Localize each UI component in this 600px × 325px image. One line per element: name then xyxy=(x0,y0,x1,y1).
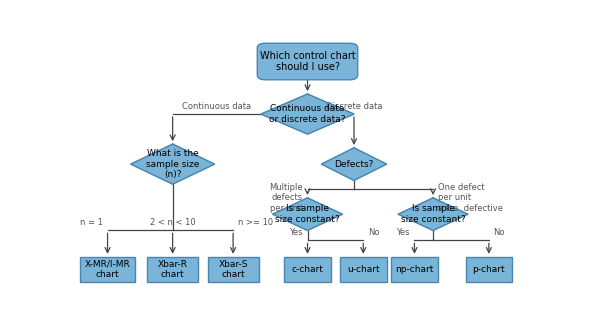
Polygon shape xyxy=(272,198,343,230)
Bar xyxy=(284,257,331,282)
Text: Multiple
defects
per unit: Multiple defects per unit xyxy=(269,183,303,213)
Text: Is sample
size constant?: Is sample size constant? xyxy=(401,204,466,224)
Text: Xbar-R
chart: Xbar-R chart xyxy=(158,260,188,279)
Text: X-MR/I-MR
chart: X-MR/I-MR chart xyxy=(85,260,130,279)
Text: Defects?: Defects? xyxy=(334,160,374,169)
FancyBboxPatch shape xyxy=(257,43,358,80)
Polygon shape xyxy=(398,198,468,230)
Polygon shape xyxy=(131,144,215,184)
Text: Xbar-S
chart: Xbar-S chart xyxy=(218,260,248,279)
Text: Continuous data
or discrete data?: Continuous data or discrete data? xyxy=(269,104,346,124)
Bar xyxy=(208,257,259,282)
Text: n >= 10: n >= 10 xyxy=(238,218,273,227)
Bar xyxy=(80,257,136,282)
Text: Yes: Yes xyxy=(289,228,303,238)
Bar xyxy=(340,257,386,282)
Polygon shape xyxy=(322,148,386,180)
Text: Continuous data: Continuous data xyxy=(182,102,251,111)
Text: np-chart: np-chart xyxy=(395,265,434,274)
Text: c-chart: c-chart xyxy=(292,265,323,274)
Bar xyxy=(147,257,198,282)
Text: u-chart: u-chart xyxy=(347,265,380,274)
Text: Discrete data: Discrete data xyxy=(326,102,382,111)
Bar xyxy=(391,257,438,282)
Bar xyxy=(466,257,512,282)
Text: What is the
sample size
(n)?: What is the sample size (n)? xyxy=(146,149,199,179)
Text: Which control chart
should I use?: Which control chart should I use? xyxy=(260,51,355,72)
Text: n = 1: n = 1 xyxy=(80,218,103,227)
Text: One defect
per unit
a.k.a. defective: One defect per unit a.k.a. defective xyxy=(438,183,503,213)
Text: Is sample
size constant?: Is sample size constant? xyxy=(275,204,340,224)
Text: No: No xyxy=(368,228,379,238)
Text: No: No xyxy=(493,228,505,238)
Text: p-chart: p-chart xyxy=(473,265,505,274)
Text: 2 < n < 10: 2 < n < 10 xyxy=(150,218,196,227)
Polygon shape xyxy=(261,94,354,134)
Text: Yes: Yes xyxy=(397,228,410,238)
